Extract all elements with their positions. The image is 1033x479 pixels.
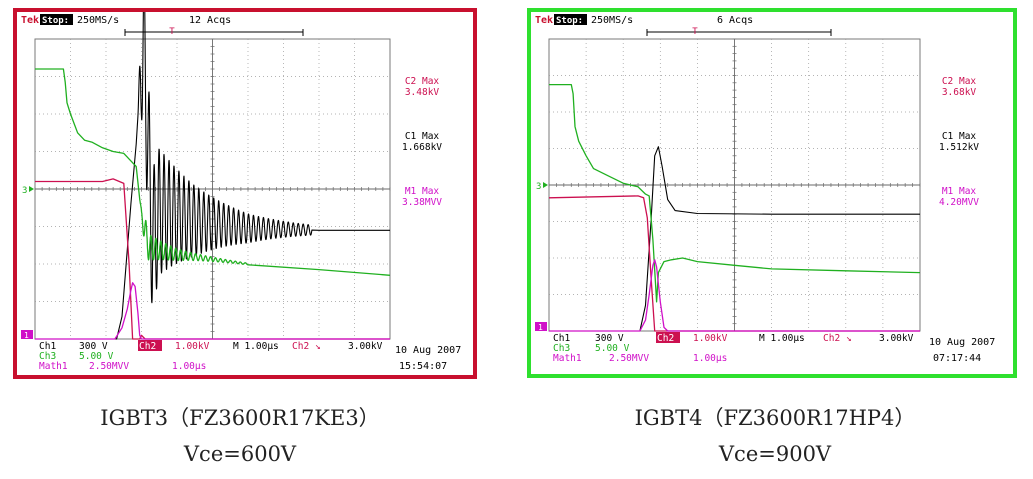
scope-header: Tek Stop: 250MS/s 12 Acqs <box>21 14 231 26</box>
timestamp-time: 15:54:07 <box>399 361 447 372</box>
scope-status-bar: Ch1 300 V Ch2 1.00kV M 1.00µs Ch2 ↘ 3.00kV Ch3 5… <box>553 332 914 364</box>
traces <box>35 12 391 340</box>
header-mode: Stop: <box>556 16 583 26</box>
header-acquisitions: 12 Acqs <box>189 15 231 26</box>
status-field: Ch3 <box>39 351 56 362</box>
readout-label: C2 Max <box>942 76 977 87</box>
readout-label: C2 Max <box>405 76 440 87</box>
status-field: M 1.00µs <box>759 333 805 344</box>
status-field: M 1.00µs <box>233 341 279 352</box>
trigger-position-marker: T <box>169 27 175 37</box>
trace-ch2 <box>548 195 920 332</box>
status-field: 1.00kV <box>693 333 728 344</box>
status-field: 3.00kV <box>348 341 383 352</box>
header-brand: Tek <box>21 15 39 26</box>
readout-value: 1.512kV <box>939 142 979 153</box>
timestamp-date: 10 Aug 2007 <box>929 337 995 348</box>
scope-status-bar: Ch1 300 V Ch2 1.00kV M 1.00µs Ch2 ↘ 3.00kV Ch3 5… <box>39 340 383 372</box>
status-field: 1.00µs <box>172 361 206 372</box>
status-field: 3.00kV <box>879 333 914 344</box>
header-sample-rate: 250MS/s <box>591 15 633 26</box>
header-brand: Tek <box>535 15 553 26</box>
status-field: 5.00 V <box>595 343 630 354</box>
status-field: Math1 <box>39 361 68 372</box>
caption-device-igbt3: IGBT3（FZ3600R17KE3） <box>100 406 380 430</box>
readout-value: 4.20MVV <box>939 197 979 208</box>
scope-panel-igbt3: Tek Stop: 250MS/s 12 Acqs T 3 1 C2 Max 3.48kV C1 … <box>13 8 477 379</box>
status-field: Ch2 <box>139 341 156 352</box>
scope-panel-igbt4: Tek Stop: 250MS/s 6 Acqs T 3 1 C2 Max 3.68kV C1 M… <box>527 8 1017 378</box>
readout-label: C1 Max <box>942 131 977 142</box>
trace-ch1 <box>549 146 920 332</box>
trace-math1 <box>35 282 390 340</box>
header-mode: Stop: <box>42 16 69 26</box>
status-field: 300 V <box>595 333 624 344</box>
caption-vce-igbt3: Vce=600V <box>183 442 297 466</box>
trace-ch3 <box>35 68 391 276</box>
graticule <box>34 38 391 340</box>
trace-ch2 <box>35 178 390 340</box>
status-field: Ch2 ↘ <box>823 333 852 344</box>
status-highlight <box>656 332 680 343</box>
status-field: 2.50MVV <box>89 361 129 372</box>
header-mode-badge <box>40 14 73 25</box>
timestamp-date: 10 Aug 2007 <box>395 345 461 356</box>
status-field: 300 V <box>79 341 108 352</box>
channel-marker-bg-ch1 <box>21 330 33 339</box>
timestamp-time: 07:17:44 <box>933 353 981 364</box>
status-field: 1.00µs <box>693 353 727 364</box>
status-field: Ch2 ↘ <box>292 341 321 352</box>
channel-marker-ch3: 3 <box>536 182 541 192</box>
channel-arrow-ch3 <box>29 186 34 192</box>
status-field: Ch2 <box>657 333 674 344</box>
readout-label: C1 Max <box>405 131 440 142</box>
channel-marker-ch1: 1 <box>24 331 29 340</box>
channel-marker-ch3: 3 <box>22 186 27 196</box>
trigger-bracket-line <box>646 29 832 36</box>
status-field: Math1 <box>553 353 582 364</box>
trace-ch1 <box>35 12 390 340</box>
readout-label: M1 Max <box>942 186 977 197</box>
status-field: Ch1 <box>553 333 570 344</box>
scope-header: Tek Stop: 250MS/s 6 Acqs <box>535 14 753 26</box>
channel-arrow-ch3 <box>543 182 548 188</box>
readout-value: 3.48kV <box>405 87 440 98</box>
caption-vce-igbt4: Vce=900V <box>718 442 832 466</box>
readout-value: 3.68kV <box>942 87 977 98</box>
status-field: Ch1 <box>39 341 56 352</box>
channel-marker-ch1: 1 <box>538 323 543 332</box>
status-field: 2.50MVV <box>609 353 649 364</box>
channel-marker-bg-ch1 <box>535 322 547 331</box>
status-field: 5.00 V <box>79 351 114 362</box>
header-sample-rate: 250MS/s <box>77 15 119 26</box>
traces <box>548 83 921 332</box>
readout-label: M1 Max <box>405 186 440 197</box>
status-field: Ch3 <box>553 343 570 354</box>
caption-device-igbt4: IGBT4（FZ3600R17HP4） <box>634 406 916 430</box>
header-mode-badge <box>554 14 587 25</box>
readout-value: 3.38MVV <box>402 197 442 208</box>
trace-ch3 <box>549 83 921 303</box>
graticule <box>548 38 921 332</box>
readout-value: 1.668kV <box>402 142 442 153</box>
status-highlight <box>138 340 162 351</box>
trigger-bracket-line <box>124 29 304 36</box>
status-field: 1.00kV <box>175 341 210 352</box>
header-acquisitions: 6 Acqs <box>717 15 753 26</box>
trigger-position-marker: T <box>692 27 698 37</box>
trace-math1 <box>549 259 920 332</box>
